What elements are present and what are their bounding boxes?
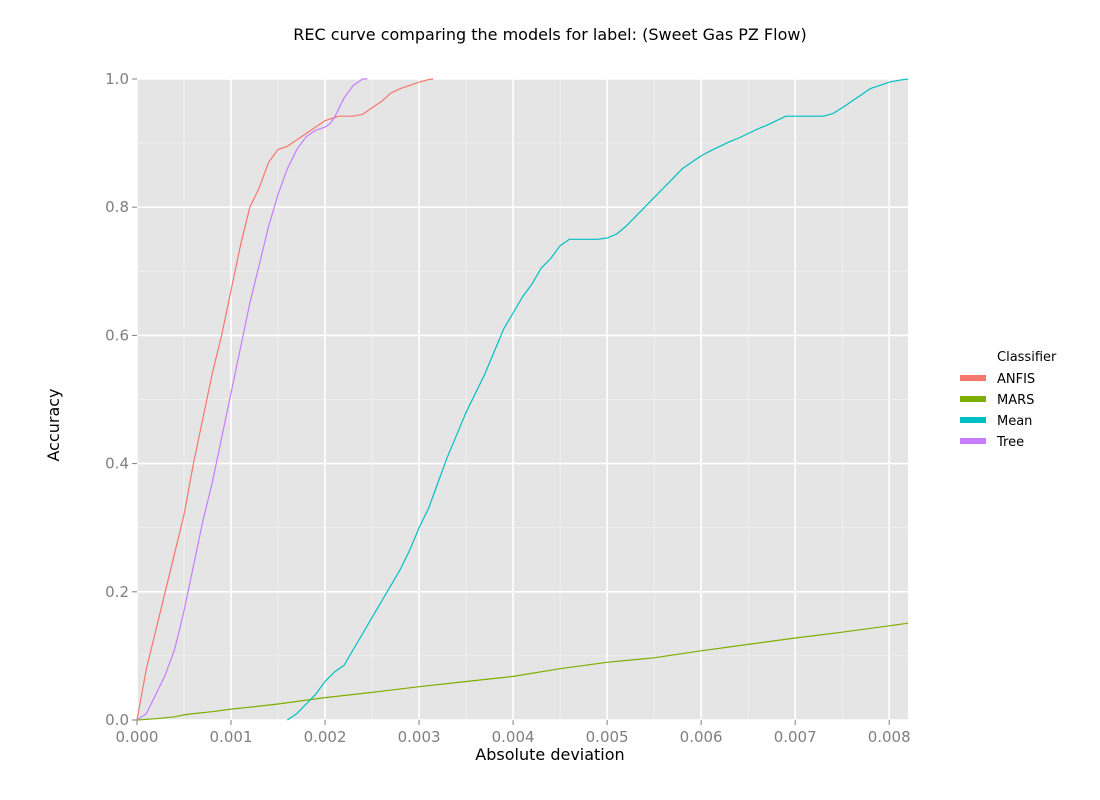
minor-grid: [137, 79, 908, 720]
major-grid: [136, 78, 908, 721]
y-axis-title: Accuracy: [44, 388, 63, 461]
x-axis-ticks: 0.000 0.001 0.002 0.003 0.004 0.005 0.006 0.007…: [116, 720, 911, 746]
x-tick-label: 0.000: [116, 728, 159, 746]
legend-label-tree: Tree: [996, 435, 1024, 450]
x-tick-label: 0.001: [210, 728, 253, 746]
legend-items: ANFIS MARS Mean Tree: [960, 372, 1035, 450]
legend-swatch-anfis: [960, 375, 986, 381]
legend-title: Classifier: [997, 350, 1057, 365]
y-tick-label: 1.0: [105, 70, 129, 88]
y-tick-label: 0.8: [105, 198, 129, 216]
legend-label-anfis: ANFIS: [997, 372, 1035, 387]
legend-label-mars: MARS: [997, 393, 1034, 408]
y-tick-label: 0.6: [105, 326, 129, 344]
x-tick-label: 0.006: [680, 728, 723, 746]
series-line-mean: [287, 78, 909, 721]
series-layer: [136, 78, 909, 721]
y-tick-label: 0.0: [105, 711, 129, 729]
x-tick-label: 0.004: [492, 728, 535, 746]
legend-swatch-mars: [960, 396, 986, 402]
y-axis-ticks: 0.0 0.2 0.4 0.6 0.8 1.0: [105, 70, 137, 729]
x-tick-label: 0.003: [398, 728, 441, 746]
y-tick-label: 0.4: [105, 455, 129, 473]
x-tick-label: 0.005: [586, 728, 629, 746]
series-line-anfis: [136, 78, 434, 721]
legend-swatch-tree: [960, 438, 986, 444]
x-axis-title: Absolute deviation: [475, 745, 624, 764]
x-tick-label: 0.008: [868, 728, 911, 746]
legend-swatch-mean: [960, 417, 986, 423]
series-line-tree: [136, 78, 368, 721]
legend: Classifier ANFIS MARS Mean Tree: [960, 350, 1057, 450]
chart-title: REC curve comparing the models for label…: [293, 25, 806, 44]
y-tick-label: 0.2: [105, 583, 129, 601]
x-tick-label: 0.007: [774, 728, 817, 746]
x-tick-label: 0.002: [304, 728, 347, 746]
legend-label-mean: Mean: [997, 414, 1032, 429]
series-line-mars: [136, 622, 909, 721]
